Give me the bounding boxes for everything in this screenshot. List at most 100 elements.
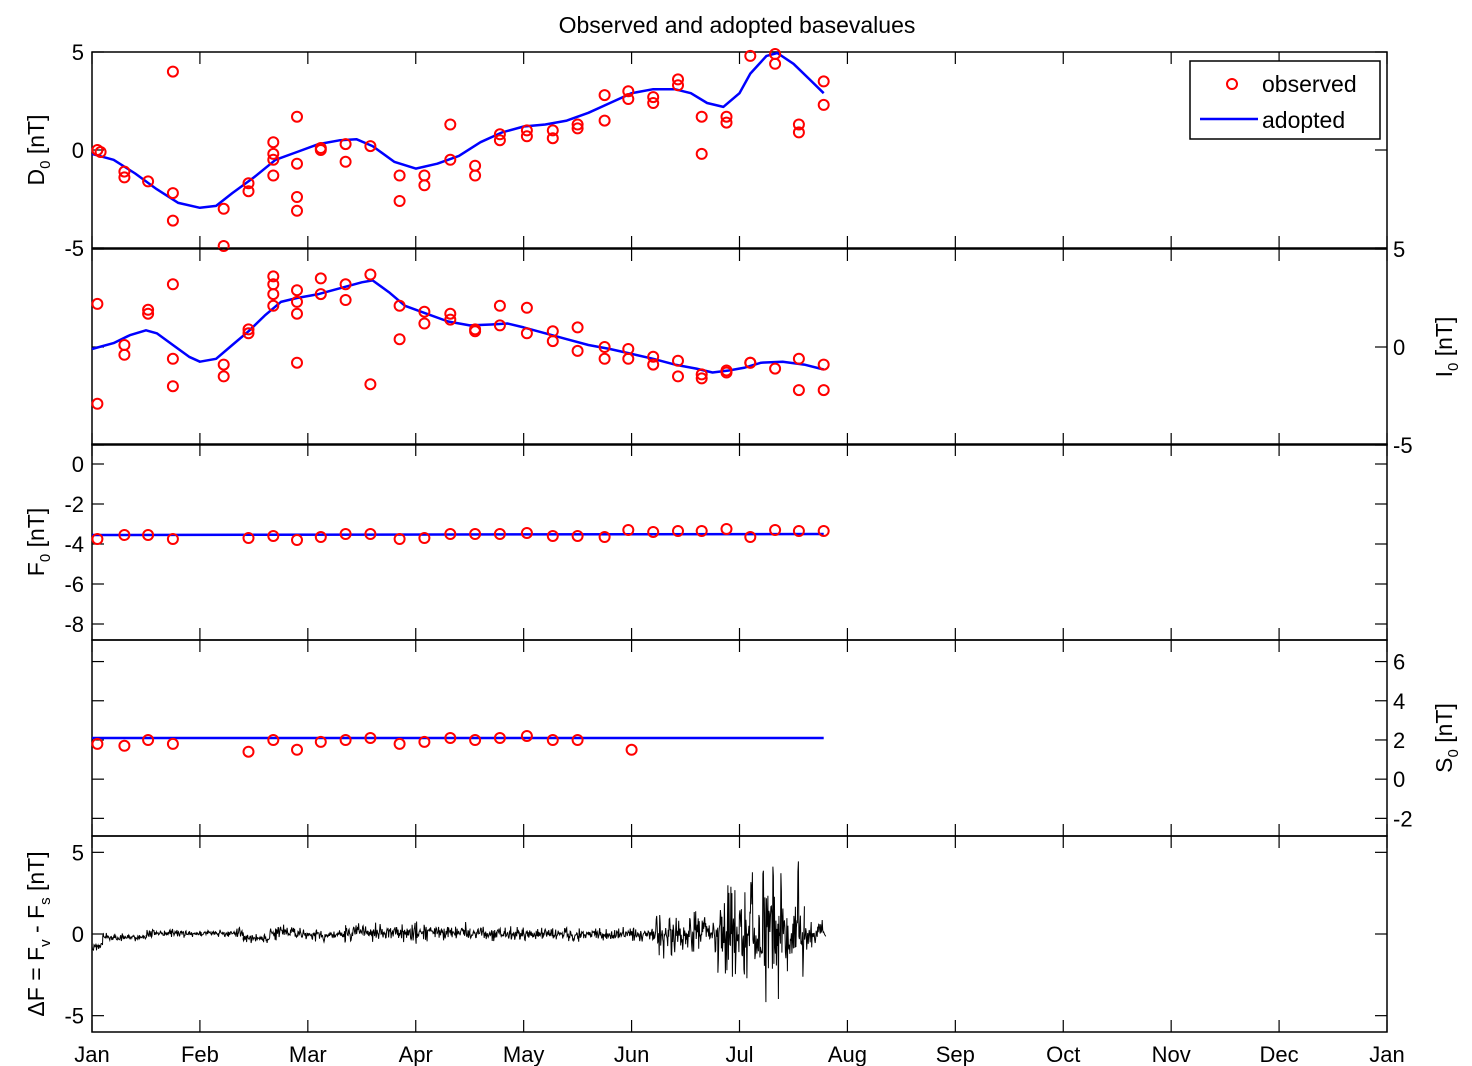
observed-point	[142, 303, 155, 316]
observed-point	[217, 240, 230, 252]
observed-point	[672, 79, 684, 92]
observed-point	[314, 531, 327, 543]
observed-point	[291, 307, 303, 320]
ytick-label: -5	[64, 236, 84, 261]
observed-point	[546, 132, 559, 145]
observed-point	[571, 734, 584, 746]
observed-point	[546, 530, 559, 542]
observed-point	[647, 358, 660, 371]
observed-point	[444, 118, 457, 131]
observed-point	[571, 344, 584, 357]
observed-point	[546, 734, 559, 746]
observed-point	[267, 299, 280, 312]
observed-point	[291, 204, 303, 217]
observed-point	[520, 130, 533, 143]
observed-point	[393, 333, 406, 346]
observed-point	[393, 195, 406, 207]
observed-point	[792, 352, 805, 365]
ytick-label: -4	[64, 532, 84, 557]
observed-point	[339, 294, 352, 306]
observed-point	[792, 525, 805, 537]
ytick-label: 0	[1393, 335, 1405, 360]
observed-point	[91, 737, 104, 750]
observed-point	[720, 366, 733, 379]
observed-point	[166, 533, 179, 545]
observed-point	[444, 528, 457, 540]
observed-point	[695, 525, 708, 537]
observed-point	[622, 352, 635, 365]
observed-point	[520, 124, 533, 137]
ytick-label: 5	[72, 840, 84, 865]
observed-point	[242, 177, 255, 190]
adopted-line-I0	[91, 279, 825, 374]
adopted-line-F0	[91, 532, 824, 537]
observed-point	[647, 97, 660, 109]
axes-box-I0	[91, 248, 1388, 446]
observed-point	[291, 284, 303, 297]
observed-point	[744, 531, 757, 543]
xtick-label: Oct	[1046, 1042, 1080, 1066]
observed-point	[672, 73, 684, 86]
observed-point	[242, 532, 255, 544]
ylabel-dF: ΔF = Fv - Fs [nT]	[23, 851, 54, 1016]
observed-point	[444, 313, 457, 326]
observed-point	[291, 356, 303, 369]
panel-D0: -5 0 5 D0 [nT]	[23, 40, 1388, 261]
observed-point	[792, 118, 805, 131]
observed-point	[142, 175, 155, 188]
xtick-label: Aug	[828, 1042, 867, 1066]
ytick-label: 2	[1393, 728, 1405, 753]
panel-S0: -2 0 2 4 6 S0 [nT]	[91, 639, 1462, 837]
observed-point	[217, 370, 230, 383]
legend-observed-marker	[1226, 78, 1238, 90]
observed-point	[418, 179, 431, 192]
observed-point	[267, 169, 280, 182]
xtick-label: May	[503, 1042, 545, 1066]
observed-point	[166, 187, 179, 200]
observed-point	[598, 341, 611, 353]
observed-point	[769, 524, 782, 536]
observed-point	[546, 124, 559, 137]
observed-point	[520, 527, 533, 539]
observed-point	[267, 147, 280, 160]
observed-point	[267, 270, 280, 283]
ytick-label: 5	[72, 40, 84, 65]
observed-point	[817, 98, 830, 111]
ylabel-I0: I0 [nT]	[1431, 317, 1462, 378]
observed-point	[520, 327, 533, 340]
observed-point	[267, 530, 280, 542]
observed-point	[546, 335, 559, 348]
observed-point	[444, 307, 457, 320]
observed-point	[571, 118, 584, 131]
xtick-label: Nov	[1152, 1042, 1191, 1066]
observed-point	[118, 739, 131, 752]
legend: observed adopted	[1189, 60, 1381, 140]
observed-point	[672, 370, 684, 383]
panel-I0: -5 0 5 I0 [nT]	[91, 237, 1462, 458]
xtick-label: Feb	[181, 1042, 219, 1066]
panel-F0: -8 -6 -4 -2 0 F0 [nT]	[23, 443, 1388, 641]
observed-point	[418, 317, 431, 330]
observed-point	[118, 529, 131, 541]
observed-point	[493, 528, 506, 540]
observed-point	[469, 325, 482, 338]
observed-point	[792, 126, 805, 139]
observed-point	[444, 732, 457, 744]
observed-point	[91, 297, 104, 310]
adopted-line-D0	[91, 51, 825, 210]
ytick-label: -6	[64, 572, 84, 597]
observed-point	[520, 730, 533, 742]
ytick-label: 0	[72, 138, 84, 163]
xtick-label: Mar	[289, 1042, 327, 1066]
observed-point	[493, 134, 506, 147]
observed-point	[339, 528, 352, 540]
ytick-label: 6	[1393, 650, 1405, 675]
legend-box	[1189, 60, 1381, 140]
observed-point	[418, 735, 431, 748]
ylabel-D0: D0 [nT]	[23, 115, 54, 186]
observed-point	[291, 295, 303, 308]
observed-point	[571, 321, 584, 334]
xtick-label: Apr	[399, 1042, 433, 1066]
observed-point	[418, 532, 431, 544]
observed-point	[242, 185, 255, 198]
